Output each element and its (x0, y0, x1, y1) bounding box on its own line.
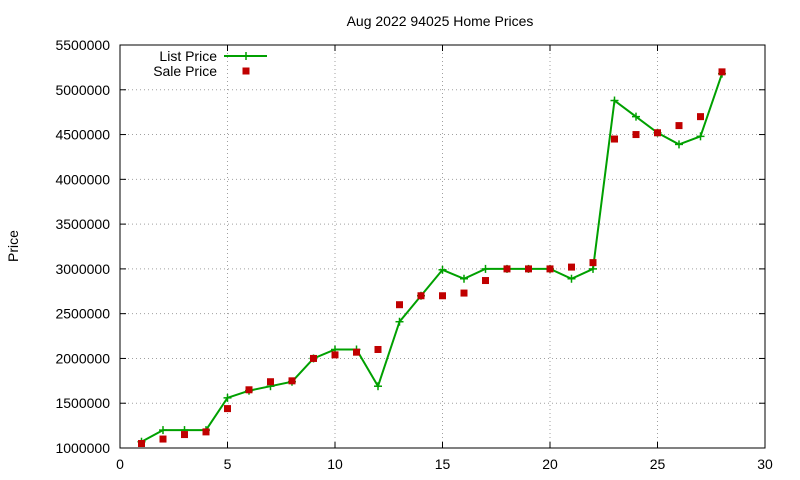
y-tick-label: 4000000 (55, 171, 110, 187)
line-point (159, 426, 167, 435)
line-point (675, 140, 683, 149)
y-tick-label: 3000000 (55, 261, 110, 277)
legend-swatch-marker (242, 52, 250, 60)
scatter-point (632, 131, 640, 139)
scatter-point (181, 431, 188, 439)
scatter-point (288, 377, 296, 385)
x-tick-label: 15 (435, 456, 451, 472)
scatter-point (525, 265, 532, 273)
line-point (374, 382, 382, 391)
y-tick-label: 1500000 (55, 395, 110, 411)
scatter-point (611, 135, 618, 143)
scatter-point (439, 292, 446, 300)
scatter-point (138, 440, 145, 448)
scatter-point (546, 265, 554, 273)
y-tick-label: 1000000 (55, 440, 110, 456)
x-tick-label: 30 (757, 456, 773, 472)
y-axis-title: Price (5, 230, 21, 262)
scatter-point (589, 259, 597, 267)
axes: 0 5 10 15 20 25 30 1000000 1500000 2000000 2500000… (55, 37, 773, 472)
y-tick-label: 2500000 (55, 306, 110, 322)
scatter-point (460, 289, 468, 297)
scatter-point (697, 113, 704, 121)
y-tick-label: 4500000 (55, 127, 110, 143)
scatter-point (675, 122, 683, 130)
x-tick-label: 10 (327, 456, 343, 472)
scatter-point (374, 345, 382, 353)
legend-label: Sale Price (153, 63, 217, 79)
scatter-point (503, 265, 511, 273)
line-point (438, 265, 447, 274)
x-tick-label: 25 (650, 456, 666, 472)
scatter-point (245, 386, 253, 394)
scatter-point (310, 354, 317, 362)
line-point (610, 96, 619, 105)
scatter-point (417, 292, 425, 300)
line-point (223, 393, 232, 402)
scatter-point (654, 129, 661, 137)
data-series (137, 68, 726, 448)
x-tick-label: 20 (542, 456, 558, 472)
scatter-point (718, 68, 726, 76)
line-point (632, 112, 640, 121)
y-tick-label: 5000000 (55, 82, 110, 98)
scatter-point (202, 428, 210, 436)
y-tick-label: 5500000 (55, 37, 110, 53)
line-point (481, 264, 490, 273)
legend-swatch-marker (242, 67, 250, 75)
series-line-list-price (141, 73, 723, 443)
scatter-point (331, 351, 339, 359)
scatter-point (396, 301, 403, 309)
y-tick-label: 2000000 (55, 350, 110, 366)
chart-title: Aug 2022 94025 Home Prices (347, 13, 534, 29)
legend-label: List Price (159, 48, 217, 64)
scatter-point (353, 348, 360, 356)
scatter-point (267, 378, 274, 386)
scatter-point (482, 277, 489, 285)
line-point (395, 317, 404, 326)
x-tick-label: 5 (224, 456, 232, 472)
line-point (696, 132, 705, 141)
line-point (567, 274, 576, 283)
line-point (589, 264, 597, 273)
scatter-point (159, 435, 167, 443)
y-tick-label: 3500000 (55, 216, 110, 232)
line-point (460, 274, 468, 283)
scatter-point (224, 405, 231, 413)
x-tick-label: 0 (116, 456, 124, 472)
scatter-point (568, 263, 575, 271)
